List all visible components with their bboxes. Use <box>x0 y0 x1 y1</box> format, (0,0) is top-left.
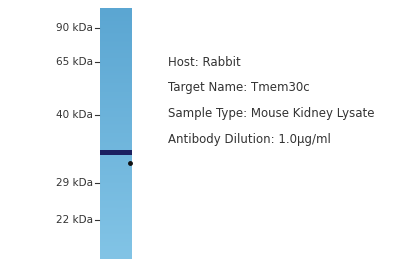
Text: 40 kDa: 40 kDa <box>56 110 93 120</box>
Text: Antibody Dilution: 1.0µg/ml: Antibody Dilution: 1.0µg/ml <box>168 134 331 147</box>
Text: Sample Type: Mouse Kidney Lysate: Sample Type: Mouse Kidney Lysate <box>168 108 374 120</box>
Text: 65 kDa: 65 kDa <box>56 57 93 67</box>
Bar <box>100 150 132 155</box>
Text: 90 kDa: 90 kDa <box>56 23 93 33</box>
Text: 29 kDa: 29 kDa <box>56 178 93 188</box>
Text: Host: Rabbit: Host: Rabbit <box>168 56 241 69</box>
Text: Target Name: Tmem30c: Target Name: Tmem30c <box>168 81 310 95</box>
Text: 22 kDa: 22 kDa <box>56 215 93 225</box>
